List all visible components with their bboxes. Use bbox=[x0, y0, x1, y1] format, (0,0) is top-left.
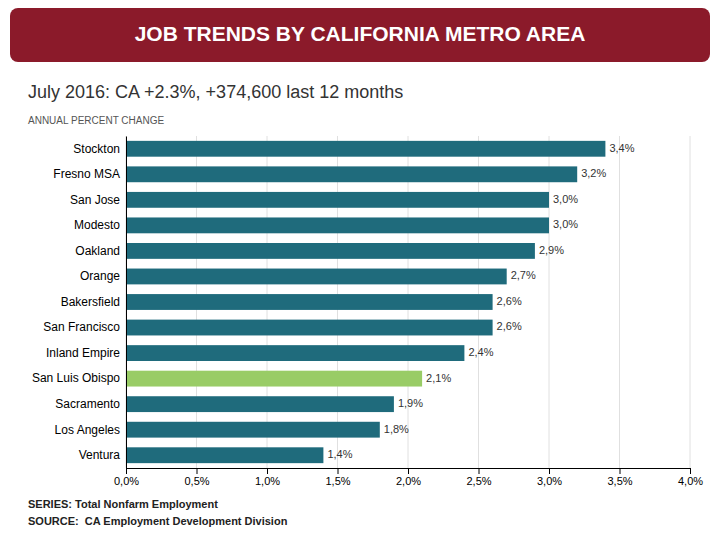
x-tick-mark bbox=[549, 468, 550, 474]
data-label: 2,4% bbox=[468, 346, 493, 358]
footer: SERIES: Total Nonfarm Employment bbox=[28, 498, 218, 510]
x-tick: 0,5% bbox=[184, 468, 209, 487]
x-tick: 4,0% bbox=[678, 468, 703, 487]
x-tick: 1,5% bbox=[325, 468, 350, 487]
y-tick: Orange bbox=[80, 269, 126, 283]
data-label: 3,0% bbox=[553, 193, 578, 205]
grid-line bbox=[126, 136, 127, 468]
x-tick-label: 4,0% bbox=[678, 475, 703, 487]
data-label: 3,2% bbox=[581, 167, 606, 179]
y-tick: Bakersfield bbox=[61, 295, 126, 309]
y-tick-label: Oakland bbox=[75, 244, 120, 258]
bar bbox=[126, 396, 394, 412]
x-tick: 0,0% bbox=[114, 468, 139, 487]
data-labels: 1,4% 1,8% 1,9% 2,1% 2,4% 2,6% 2,6% 2,7% 2,9% 3,0%… bbox=[327, 142, 634, 460]
axis-label: ANNUAL PERCENT CHANGE bbox=[28, 115, 164, 126]
data-label: 3,4% bbox=[609, 142, 634, 154]
x-tick: 2,5% bbox=[466, 468, 491, 487]
x-tick-label: 0,5% bbox=[184, 475, 209, 487]
x-tick-label: 2,0% bbox=[396, 475, 421, 487]
y-tick-label: Sacramento bbox=[55, 397, 120, 411]
y-tick: Stockton bbox=[73, 142, 126, 156]
bar bbox=[126, 320, 493, 336]
bars bbox=[126, 141, 605, 463]
x-tick-mark bbox=[620, 468, 621, 474]
y-tick-label: Orange bbox=[80, 269, 120, 283]
chart: JOB TRENDS BY CALIFORNIA METRO AREA July … bbox=[0, 0, 720, 540]
bar bbox=[126, 141, 605, 157]
bar bbox=[126, 294, 493, 310]
title: JOB TRENDS BY CALIFORNIA METRO AREA bbox=[135, 22, 586, 45]
grid-line bbox=[549, 136, 550, 468]
y-tick: Fresno MSA bbox=[53, 167, 126, 181]
x-tick: 2,0% bbox=[396, 468, 421, 487]
data-label: 3,0% bbox=[553, 218, 578, 230]
x-tick-mark bbox=[479, 468, 480, 474]
bar bbox=[126, 166, 577, 182]
y-tick-label: Stockton bbox=[73, 142, 120, 156]
grid bbox=[126, 136, 690, 468]
grid-line bbox=[690, 136, 691, 468]
x-axis-line bbox=[127, 469, 691, 475]
data-label: 2,6% bbox=[497, 295, 522, 307]
bar bbox=[126, 345, 464, 361]
grid-line bbox=[619, 136, 620, 468]
y-axis: Ventura Los Angeles Sacramento San Luis Obi… bbox=[32, 137, 127, 469]
title-banner bbox=[10, 8, 710, 62]
x-tick-mark bbox=[408, 468, 409, 474]
data-label: 1,4% bbox=[327, 448, 352, 460]
bar bbox=[126, 192, 549, 208]
x-tick: 3,0% bbox=[537, 468, 562, 487]
subtitle: July 2016: CA +2.3%, +374,600 last 12 mo… bbox=[28, 82, 403, 102]
y-tick-label: San Jose bbox=[70, 193, 120, 207]
y-tick-label: Bakersfield bbox=[61, 295, 120, 309]
x-tick-label: 3,0% bbox=[537, 475, 562, 487]
x-tick: 3,5% bbox=[607, 468, 632, 487]
y-tick: Oakland bbox=[75, 244, 126, 258]
x-tick-mark bbox=[690, 468, 691, 474]
y-tick-label: Modesto bbox=[74, 218, 120, 232]
y-tick-label: San Francisco bbox=[43, 320, 120, 334]
x-tick-label: 0,0% bbox=[114, 475, 139, 487]
bar bbox=[126, 447, 323, 463]
x-tick-mark bbox=[126, 468, 127, 474]
y-tick: San Luis Obispo bbox=[32, 371, 126, 385]
x-tick-label: 2,5% bbox=[466, 475, 491, 487]
x-tick-label: 1,0% bbox=[255, 475, 280, 487]
data-label: 2,1% bbox=[426, 372, 451, 384]
y-tick: Sacramento bbox=[55, 397, 126, 411]
data-label: 1,9% bbox=[398, 397, 423, 409]
x-tick-label: 3,5% bbox=[607, 475, 632, 487]
data-label: 2,7% bbox=[511, 269, 536, 281]
bar bbox=[126, 422, 380, 438]
y-tick-label: Fresno MSA bbox=[53, 167, 120, 181]
bar bbox=[126, 371, 422, 387]
y-tick-label: Los Angeles bbox=[55, 423, 120, 437]
y-axis-line bbox=[126, 137, 127, 469]
y-tick: Los Angeles bbox=[55, 423, 126, 437]
bar bbox=[126, 269, 507, 285]
y-tick-label: Ventura bbox=[79, 448, 121, 462]
data-label: 2,9% bbox=[539, 244, 564, 256]
y-tick: Modesto bbox=[74, 218, 126, 232]
y-tick: Inland Empire bbox=[46, 346, 126, 360]
y-tick-label: San Luis Obispo bbox=[32, 371, 120, 385]
x-tick-mark bbox=[338, 468, 339, 474]
y-tick: Ventura bbox=[79, 448, 126, 462]
bar bbox=[126, 217, 549, 233]
x-tick-label: 1,5% bbox=[325, 475, 350, 487]
bar bbox=[126, 243, 535, 259]
x-axis: 0,0% 0,5% 1,0% 1,5% 2,0% 2,5% 3,0% 3,5% 4,0% bbox=[114, 468, 703, 487]
y-tick: San Francisco bbox=[43, 320, 126, 334]
y-tick-label: Inland Empire bbox=[46, 346, 120, 360]
data-label: 1,8% bbox=[384, 423, 409, 435]
x-tick-mark bbox=[197, 468, 198, 474]
x-tick: 1,0% bbox=[255, 468, 280, 487]
y-tick: San Jose bbox=[70, 193, 126, 207]
x-tick-mark bbox=[267, 468, 268, 474]
footer: SOURCE: CA Employment Development Divisi… bbox=[28, 515, 288, 527]
plot: 1,4% 1,8% 1,9% 2,1% 2,4% 2,6% 2,6% 2,7% 2,9% 3,0%… bbox=[32, 136, 703, 487]
data-label: 2,6% bbox=[497, 320, 522, 332]
